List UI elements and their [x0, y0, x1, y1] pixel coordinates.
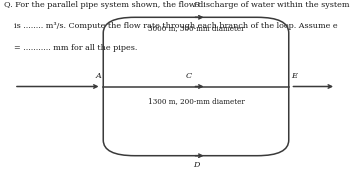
Text: 3000 m, 300-mm diameter: 3000 m, 300-mm diameter: [148, 24, 244, 32]
Text: B: B: [193, 1, 199, 9]
Text: Q. For the parallel pipe system shown, the flow discharge of water within the sy: Q. For the parallel pipe system shown, t…: [4, 1, 350, 9]
Text: A: A: [95, 72, 101, 80]
Text: E: E: [291, 72, 297, 80]
Text: 1300 m, 200-mm diameter: 1300 m, 200-mm diameter: [148, 97, 244, 105]
Text: C: C: [186, 72, 192, 80]
Text: is ........ m³/s. Compute the flow rate through each branch of the loop. Assume : is ........ m³/s. Compute the flow rate …: [4, 22, 338, 30]
Text: D: D: [193, 161, 199, 169]
Text: = ........... mm for all the pipes.: = ........... mm for all the pipes.: [4, 44, 138, 52]
